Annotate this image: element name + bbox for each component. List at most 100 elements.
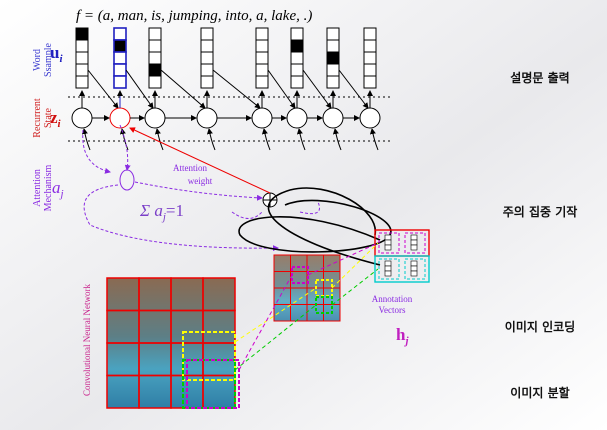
word-cell — [148, 63, 162, 77]
state-node — [71, 107, 93, 129]
word-cell — [75, 39, 89, 53]
annotation-frame — [404, 258, 426, 280]
word-arrow — [338, 69, 369, 109]
vector-cell — [410, 234, 418, 241]
vector-cell — [384, 234, 392, 241]
word-cell — [75, 63, 89, 77]
vector-cell — [384, 239, 392, 246]
word-cell — [200, 63, 214, 77]
word-cell — [326, 63, 340, 77]
attention-arrow — [134, 181, 263, 201]
highlight-cell — [182, 331, 236, 381]
annotation-frame — [378, 232, 400, 254]
attention-arrow — [231, 211, 263, 219]
vector-cell — [410, 239, 418, 246]
word-cell — [200, 75, 214, 89]
word-cell — [326, 27, 340, 41]
feedback-arrow — [154, 128, 164, 151]
word-sample-label: WordSsample — [32, 42, 54, 76]
z-symbol: zi — [50, 108, 62, 130]
annotation-vectors-label: Annotation Vectors — [372, 294, 413, 315]
u-symbol: ui — [50, 43, 63, 65]
highlight-cell — [186, 359, 240, 409]
word-cell — [290, 51, 304, 65]
vector-cell — [384, 244, 392, 251]
vector-cell — [384, 270, 392, 277]
annotation-loop — [267, 187, 381, 266]
feedback-arrow — [369, 128, 379, 151]
feedback-arrow — [206, 128, 216, 151]
word-arrow — [212, 69, 261, 109]
label-line: weight — [188, 176, 213, 186]
word-cell — [75, 51, 89, 65]
right-label: 주의 집중 기작 — [503, 204, 578, 219]
word-arrow — [160, 69, 206, 109]
right-label: 이미지 분할 — [510, 385, 569, 400]
word-cell — [363, 39, 377, 53]
word-columns — [71, 27, 381, 151]
sum-constraint: Σ aj=1 — [139, 201, 184, 223]
feedback-arrow — [296, 128, 306, 151]
cnn-label: Convolutional Neural Network — [82, 284, 92, 396]
word-cell — [113, 27, 127, 41]
word-cell — [113, 63, 127, 77]
sentence: f = (a, man, is, jumping, into, a, lake,… — [76, 8, 312, 24]
label-line: Vectors — [379, 305, 406, 315]
vector-cell — [384, 260, 392, 267]
state-node — [144, 107, 166, 129]
vector-cell — [410, 265, 418, 272]
state-node — [286, 107, 308, 129]
label-line: Word — [32, 49, 43, 71]
state-node — [251, 107, 273, 129]
word-cell — [255, 51, 269, 65]
word-cell — [255, 27, 269, 41]
attention-arrow — [82, 129, 111, 174]
label-line: Attention — [173, 163, 207, 173]
word-cell — [326, 75, 340, 89]
word-cell — [148, 75, 162, 89]
symbol-main: u — [50, 43, 59, 62]
word-cell — [148, 27, 162, 41]
word-cell — [363, 63, 377, 77]
word-arrow — [87, 69, 119, 109]
word-cell — [113, 75, 127, 89]
annotation-box — [374, 255, 430, 283]
projection-line — [234, 304, 317, 371]
right-label: 이미지 인코딩 — [505, 319, 575, 334]
word-cell — [290, 63, 304, 77]
sum-suffix: =1 — [166, 201, 184, 220]
symbol-main: a — [52, 178, 61, 197]
word-cell — [75, 75, 89, 89]
symbol-main: z — [50, 108, 58, 127]
plus-sign — [263, 193, 277, 207]
highlight-feature — [315, 296, 333, 314]
h-symbol: hj — [396, 325, 409, 347]
word-cell — [113, 51, 127, 65]
label-line: Attention — [32, 169, 43, 207]
label-line: Annotation — [372, 294, 413, 304]
feedback-arrow — [81, 128, 91, 151]
attention-arrow — [299, 201, 320, 215]
right-label: 설명문 출력 — [510, 70, 569, 85]
feedback-arrow — [332, 128, 342, 151]
grids — [106, 242, 379, 409]
symbol-main: h — [396, 325, 406, 344]
word-cell — [148, 39, 162, 53]
word-cell — [200, 27, 214, 41]
word-cell — [255, 39, 269, 53]
attention-arrow — [119, 124, 131, 171]
state-node — [322, 107, 344, 129]
vector-cell — [410, 260, 418, 267]
word-arrow — [302, 69, 332, 109]
annotation-vectors — [374, 229, 430, 283]
word-cell — [326, 51, 340, 65]
word-cell — [363, 51, 377, 65]
sum-main: Σ a — [139, 201, 163, 220]
word-arrow — [125, 69, 154, 109]
vector-cell — [384, 265, 392, 272]
word-cell — [113, 39, 127, 53]
annotation-frame — [378, 258, 400, 280]
word-cell — [200, 39, 214, 53]
vector-cell — [410, 244, 418, 251]
